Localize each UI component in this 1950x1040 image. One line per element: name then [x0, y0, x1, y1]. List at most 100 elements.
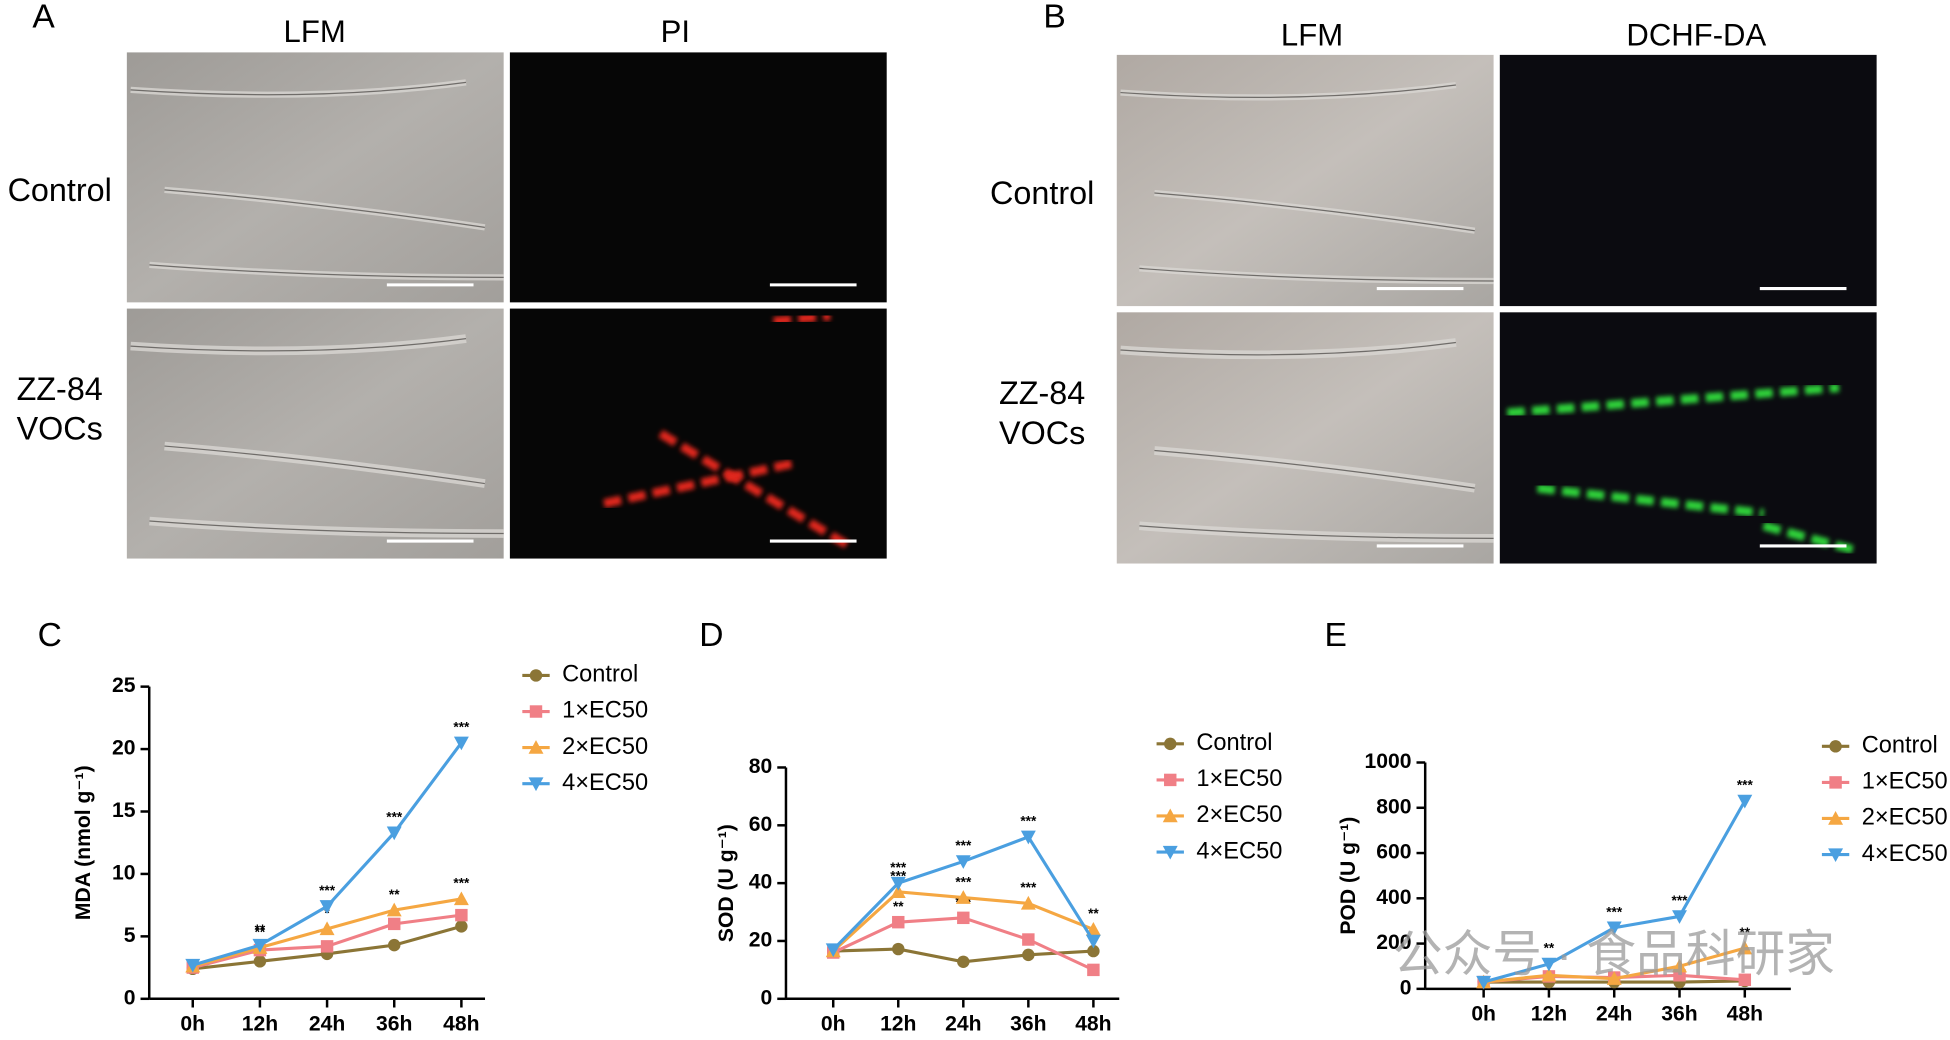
line-chart: C MDA (nmol g⁻¹) 0 5 10 15 20 25 0h 12h 24h 36h 48h C…: [38, 617, 648, 1036]
y-tick-label: 0: [1400, 976, 1412, 999]
point: [388, 917, 401, 931]
significance: **: [1088, 906, 1099, 921]
panel-letter: D: [699, 617, 723, 654]
legend-marker: [529, 669, 543, 682]
microscopy-panels: A LFM PI Control ZZ-84 VOCs B LFM DCHF-DA Control…: [8, 0, 1877, 564]
y-tick-label: 10: [112, 862, 135, 885]
significance: ***: [453, 876, 470, 891]
fluorescence: [603, 459, 794, 508]
micrograph: [1499, 54, 1877, 307]
legend-label: 1×EC50: [562, 698, 648, 724]
y-axis-label: SOD (U g⁻¹): [715, 824, 738, 942]
panel-letter: E: [1324, 617, 1346, 654]
point: [1087, 944, 1100, 958]
column-header: LFM: [1281, 18, 1343, 53]
point: [1022, 933, 1035, 946]
point: [892, 942, 905, 956]
fluorescence: [1507, 383, 1840, 418]
micrograph: [509, 52, 887, 303]
x-tick-label: 0h: [821, 1012, 846, 1035]
point: [319, 921, 335, 936]
y-axis-label: MDA (nmol g⁻¹): [72, 765, 95, 920]
legend-label: 4×EC50: [1862, 841, 1948, 867]
hypha-edge: [164, 189, 485, 228]
point: [1476, 975, 1492, 990]
point: [1085, 934, 1101, 949]
fluorescence: [773, 311, 831, 326]
legend-marker: [1828, 811, 1844, 825]
hypha-edge: [1120, 341, 1456, 356]
legend-label: 2×EC50: [1862, 805, 1948, 831]
point: [320, 940, 334, 953]
hypha-edge: [1154, 192, 1475, 232]
point: [890, 884, 906, 899]
x-tick-label: 0h: [1471, 1003, 1496, 1026]
row-label: Control: [8, 172, 112, 208]
significance: ***: [1737, 778, 1754, 793]
line-chart: D SOD (U g⁻¹) 0 20 40 60 80 0h 12h 24h 36h 48h Contr…: [699, 617, 1282, 1036]
fluorescence: [1537, 483, 1765, 518]
y-tick-label: 15: [112, 799, 136, 822]
point: [1606, 921, 1622, 936]
legend-marker: [1164, 773, 1177, 787]
point: [955, 855, 971, 869]
legend-marker: [1829, 740, 1842, 753]
significance: **: [1544, 941, 1555, 956]
legend-label: 1×EC50: [1196, 766, 1282, 792]
legend-label: Control: [562, 662, 638, 688]
panel-letter: A: [32, 0, 55, 36]
legend-label: 4×EC50: [1196, 838, 1282, 864]
y-tick-label: 40: [749, 871, 773, 894]
point: [1672, 910, 1687, 924]
significance: ***: [1672, 893, 1689, 908]
significance: ***: [955, 874, 972, 889]
significance: ***: [386, 809, 403, 824]
y-tick-label: 400: [1376, 886, 1411, 909]
panel-letter: B: [1043, 0, 1065, 36]
x-tick-label: 24h: [945, 1012, 981, 1035]
legend-label: Control: [1196, 730, 1272, 756]
y-tick-label: 5: [124, 924, 136, 947]
hypha-edge: [1139, 525, 1494, 540]
x-tick-label: 24h: [309, 1012, 345, 1035]
x-tick-label: 48h: [1075, 1012, 1111, 1035]
point: [455, 908, 468, 922]
micrograph: [509, 308, 887, 559]
point: [955, 890, 971, 904]
point: [892, 915, 905, 929]
point: [1022, 948, 1035, 962]
hypha-edge: [130, 337, 467, 352]
legend-marker: [1829, 776, 1842, 789]
y-tick-label: 60: [749, 813, 773, 836]
point: [1737, 940, 1753, 955]
point: [1020, 830, 1036, 845]
charts: C MDA (nmol g⁻¹) 0 5 10 15 20 25 0h 12h 24h 36h 48h C…: [38, 617, 1948, 1036]
point: [386, 826, 402, 841]
legend-label: Control: [1862, 733, 1938, 759]
point: [453, 736, 469, 751]
y-tick-label: 0: [124, 986, 136, 1009]
y-tick-label: 25: [112, 674, 136, 697]
legend-marker: [529, 705, 543, 718]
row-label: Control: [990, 175, 1094, 211]
point: [957, 911, 970, 925]
y-tick-label: 80: [749, 755, 773, 778]
row-label: VOCs: [17, 411, 103, 447]
point: [319, 900, 335, 914]
legend-label: 2×EC50: [1196, 802, 1282, 828]
legend-marker: [1164, 737, 1177, 751]
point: [455, 920, 468, 933]
legend-marker: [1828, 848, 1844, 862]
x-tick-label: 36h: [376, 1012, 412, 1035]
x-tick-label: 36h: [1010, 1012, 1046, 1035]
legend-marker: [528, 740, 544, 754]
significance: ***: [890, 860, 907, 875]
hypha-edge: [1139, 267, 1494, 282]
x-tick-label: 24h: [1596, 1003, 1632, 1026]
y-tick-label: 20: [749, 929, 773, 952]
x-tick-label: 12h: [1531, 1003, 1567, 1026]
x-tick-label: 0h: [180, 1012, 205, 1035]
point: [1541, 967, 1557, 982]
